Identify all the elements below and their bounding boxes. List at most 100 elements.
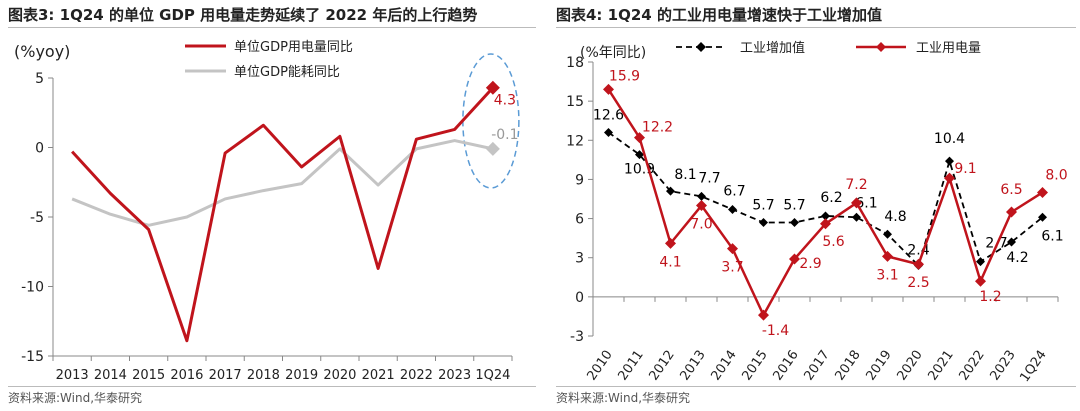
data-label: -0.1 — [491, 127, 518, 143]
x-tick-label: 2017 — [209, 368, 242, 383]
data-label: 4.1 — [659, 254, 681, 270]
x-tick-label: 2013 — [56, 368, 89, 383]
x-tick-label: 2016 — [170, 368, 203, 383]
x-tick-label: 2022 — [957, 348, 988, 384]
title-rule-left — [8, 27, 536, 28]
data-marker — [665, 237, 676, 249]
data-marker — [697, 191, 706, 201]
y-tick-label: -10 — [21, 280, 44, 296]
data-label: 12.6 — [593, 107, 624, 123]
y-tick-label: 9 — [575, 172, 584, 188]
data-marker — [1006, 206, 1017, 218]
chart-title-right: 图表4: 1Q24 的工业用电量增速快于工业增加值 — [556, 6, 882, 24]
data-marker — [1007, 237, 1016, 247]
x-tick-label: 2021 — [362, 368, 395, 383]
series-line-gdp-electricity — [71, 86, 494, 343]
chart-left: 5 0 -5 -10 -15 2013 2014 2015 2016 2017 2018 2019 20… — [14, 40, 520, 383]
x-tick-label: 2014 — [94, 368, 127, 383]
y-tick-label: 0 — [575, 290, 584, 306]
x-tick-label: 2021 — [926, 348, 957, 384]
legend-label: 单位GDP用电量同比 — [234, 40, 353, 55]
x-tick-label: 1Q24 — [1017, 348, 1049, 385]
y-axis-label: (%年同比) — [580, 45, 646, 61]
x-tick-label: 2018 — [833, 348, 864, 384]
data-marker — [975, 275, 986, 287]
y-tick-label: -5 — [30, 210, 44, 226]
data-marker — [882, 250, 893, 262]
data-label: 12.2 — [642, 120, 673, 136]
data-label: 6.1 — [855, 195, 877, 211]
x-tick-label: 2014 — [709, 348, 740, 384]
y-axis-label: (%yoy) — [14, 42, 70, 61]
x-tick-label: 2010 — [585, 348, 616, 384]
data-label: 6.5 — [1000, 182, 1022, 198]
data-label: 7.2 — [845, 177, 867, 193]
x-tick-label: 2016 — [771, 348, 802, 384]
data-label: 7.0 — [690, 217, 712, 233]
data-marker — [728, 204, 737, 214]
data-marker — [789, 253, 800, 265]
title-rule-right — [556, 27, 1076, 28]
source-rule-left — [8, 386, 536, 387]
x-tick-label: 2022 — [400, 368, 433, 383]
source-note-left: 资料来源:Wind,华泰研究 — [8, 391, 143, 405]
x-tick-label: 2020 — [323, 368, 356, 383]
data-label: 1.2 — [979, 289, 1001, 305]
chart-panel-left: 图表3: 1Q24 的单位 GDP 用电量走势延续了 2022 年后的上行趋势 … — [8, 6, 536, 405]
data-marker — [1037, 186, 1048, 198]
series-line-gdp-energy — [71, 139, 494, 227]
data-label: 6.7 — [723, 183, 745, 199]
x-tick-label: 2015 — [132, 368, 165, 383]
data-label: 8.1 — [674, 167, 696, 183]
data-label: 5.7 — [752, 197, 774, 213]
x-tick-label: 2023 — [988, 348, 1019, 384]
data-label: 9.1 — [954, 161, 976, 177]
data-label: 4.2 — [1006, 250, 1028, 266]
y-tick-label: 12 — [566, 133, 584, 149]
legend-label: 工业增加值 — [740, 40, 805, 56]
data-marker — [945, 156, 954, 166]
data-label: 2.9 — [799, 256, 821, 272]
x-tick-label: 2020 — [895, 348, 926, 384]
data-marker — [851, 197, 862, 209]
data-marker — [696, 200, 707, 212]
y-tick-label: 0 — [35, 141, 44, 157]
series-end-marker — [485, 80, 500, 95]
data-label: 3.7 — [721, 260, 743, 276]
y-tick-label: 3 — [575, 251, 584, 267]
data-label: 2.5 — [907, 275, 929, 291]
data-marker — [727, 243, 738, 255]
data-label: 6.1 — [1041, 228, 1063, 244]
data-marker — [976, 257, 985, 267]
data-label: 15.9 — [609, 68, 640, 84]
y-tick-label: 6 — [575, 212, 584, 228]
x-tick-label: 2018 — [247, 368, 280, 383]
data-label: 5.6 — [822, 234, 844, 250]
data-marker — [913, 258, 924, 270]
x-tick-label: 1Q24 — [475, 368, 510, 383]
data-marker — [604, 127, 613, 137]
data-marker — [635, 150, 644, 160]
source-note-right: 资料来源:Wind,华泰研究 — [556, 391, 691, 405]
data-label: 4.8 — [884, 209, 906, 225]
data-label: 6.2 — [820, 190, 842, 206]
y-tick-label: 5 — [35, 71, 44, 87]
y-tick-label: 18 — [566, 55, 584, 71]
data-label: 4.3 — [494, 93, 516, 109]
x-tick-label: 2012 — [647, 348, 678, 384]
highlight-ellipse — [462, 53, 520, 189]
legend-marker — [696, 42, 706, 52]
x-tick-label: 2023 — [438, 368, 471, 383]
y-tick-label: -15 — [21, 349, 44, 365]
x-tick-label: 2011 — [616, 348, 647, 384]
x-tick-label: 2017 — [802, 348, 833, 384]
data-marker — [852, 212, 861, 222]
data-marker — [944, 172, 955, 184]
x-tick-label: 2013 — [678, 348, 709, 384]
data-marker — [1038, 212, 1047, 222]
data-label: 5.7 — [783, 197, 805, 213]
x-tick-label: 2019 — [285, 368, 318, 383]
series-end-marker — [485, 141, 500, 156]
legend-marker — [876, 42, 886, 52]
